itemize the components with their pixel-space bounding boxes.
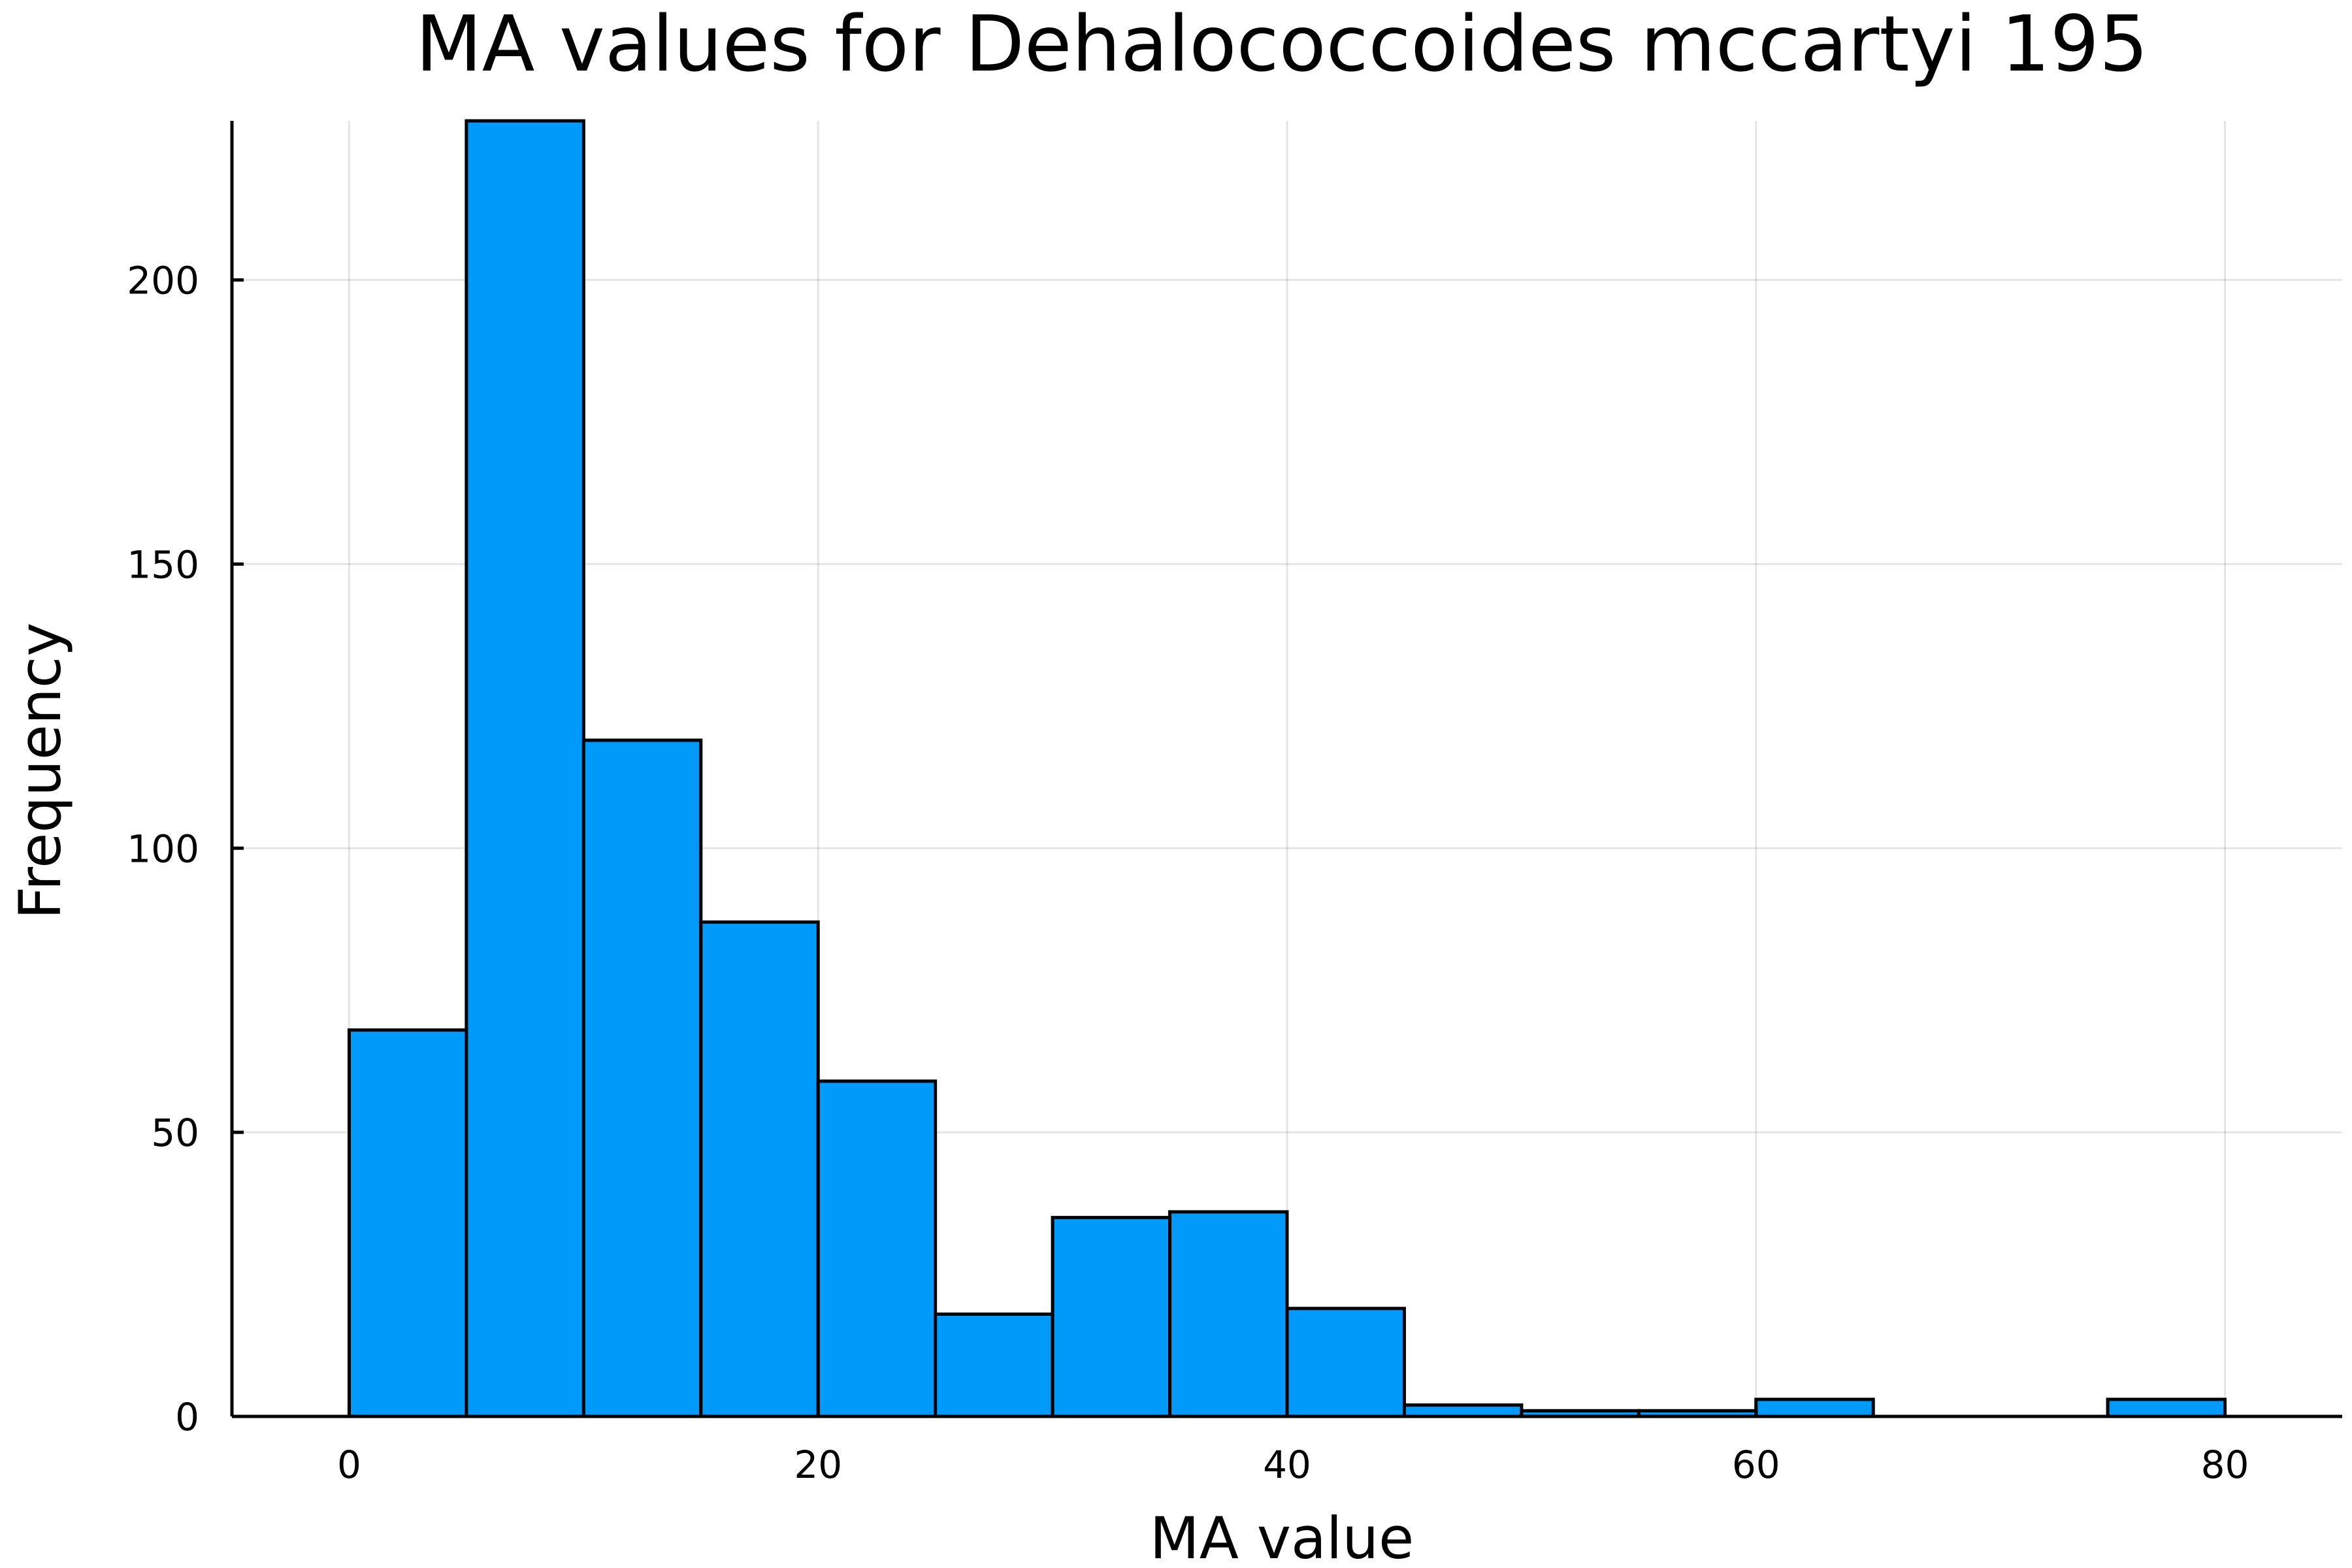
x-tick-label: 40 — [1263, 1443, 1311, 1487]
y-tick-label: 200 — [127, 259, 199, 303]
histogram-bar — [1168, 1210, 1289, 1418]
x-tick-label: 20 — [794, 1443, 842, 1487]
chart-title: MA values for Dehalococcoides mccartyi 1… — [416, 0, 2148, 89]
x-tick-label: 80 — [2201, 1443, 2249, 1487]
y-tick-label: 50 — [151, 1111, 199, 1155]
histogram-bar — [1285, 1307, 1406, 1418]
x-tick-label: 60 — [1732, 1443, 1780, 1487]
histogram-bar — [465, 119, 585, 1418]
histogram-bar — [699, 920, 820, 1418]
histogram-bar — [581, 738, 703, 1418]
histogram-bar — [816, 1079, 938, 1418]
histogram-bar — [2106, 1397, 2227, 1418]
x-tick-label: 0 — [337, 1443, 361, 1487]
histogram-bar — [347, 1028, 468, 1418]
histogram-bar — [934, 1312, 1054, 1418]
x-axis-label: MA value — [1150, 1505, 1414, 1568]
y-tick-label: 100 — [127, 826, 199, 871]
histogram-bar — [1754, 1397, 1875, 1418]
y-tick-label: 150 — [127, 542, 199, 587]
tick-layer: 0 20 40 60 80 0 50 100 150 200 — [127, 259, 2249, 1487]
y-tick-label: 0 — [175, 1395, 199, 1439]
histogram-bar — [1402, 1403, 1524, 1418]
histogram-bar — [1051, 1216, 1172, 1418]
y-axis-label: Frequency — [7, 623, 74, 920]
